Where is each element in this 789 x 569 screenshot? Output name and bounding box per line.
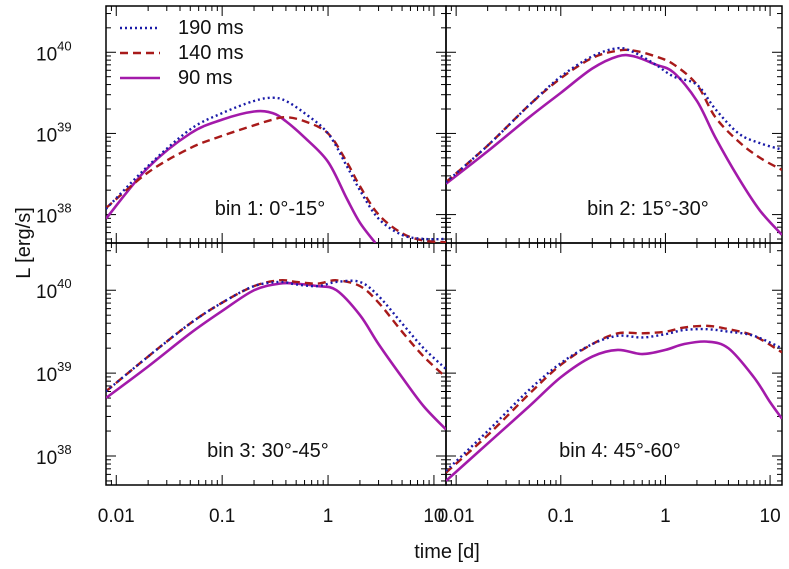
x-tick-label: 1 bbox=[660, 506, 671, 527]
x-tick-label: 10 bbox=[423, 506, 444, 527]
legend-label: 190 ms bbox=[178, 17, 244, 39]
panel-1-curves bbox=[106, 96, 446, 243]
x-tick-label: 1 bbox=[323, 506, 334, 527]
panel-frames bbox=[105, 5, 783, 486]
panel-4-curves bbox=[446, 324, 782, 482]
series-line-190-ms bbox=[446, 46, 782, 184]
series-line-90-ms bbox=[446, 53, 782, 236]
series-line-90-ms bbox=[446, 340, 782, 482]
panel-3-curves bbox=[106, 278, 446, 431]
series-line-140-ms bbox=[446, 324, 782, 474]
x-axis-label: time [d] bbox=[414, 541, 480, 563]
bin-labels: bin 1: 0°-15° bin 2: 15°-30° bin 3: 30°-45… bbox=[207, 198, 709, 462]
bin-label-4: bin 4: 45°-60° bbox=[559, 440, 681, 462]
bin-label-2: bin 2: 15°-30° bbox=[587, 198, 709, 220]
series-line-140-ms bbox=[106, 278, 446, 393]
x-tick-label: 10 bbox=[760, 506, 781, 527]
series-line-140-ms bbox=[446, 48, 782, 184]
bin-label-1: bin 1: 0°-15° bbox=[215, 198, 326, 220]
x-tick-label: 0.01 bbox=[98, 506, 135, 527]
panel-frame-4 bbox=[445, 242, 783, 486]
y-tick-label: 1039 bbox=[36, 359, 72, 386]
series-line-140-ms bbox=[106, 115, 446, 243]
series-line-90-ms bbox=[106, 109, 377, 243]
series-line-190-ms bbox=[446, 327, 782, 472]
bin-label-3: bin 3: 30°-45° bbox=[207, 440, 329, 462]
series-line-190-ms bbox=[106, 96, 446, 241]
y-tick-label: 1038 bbox=[36, 442, 72, 469]
series-line-90-ms bbox=[106, 281, 446, 431]
panel-2-curves bbox=[446, 46, 782, 236]
y-tick-label: 1039 bbox=[36, 119, 72, 146]
y-tick-label: 1038 bbox=[36, 201, 72, 228]
x-tick-label: 0.1 bbox=[209, 506, 235, 527]
series-line-190-ms bbox=[106, 279, 446, 393]
chart-curves bbox=[106, 46, 782, 482]
x-tick-label: 0.1 bbox=[548, 506, 574, 527]
x-tick-label: 0.01 bbox=[438, 506, 475, 527]
y-axis-label: L [erg/s] bbox=[13, 207, 35, 279]
legend-label: 140 ms bbox=[178, 42, 244, 64]
legend: 190 ms 140 ms 90 ms bbox=[120, 17, 244, 89]
tick-labels: 0.01 0.1 1 100.01 0.1 1 1010381039104010381039… bbox=[36, 38, 781, 527]
y-tick-label: 1040 bbox=[36, 38, 72, 65]
y-tick-label: 1040 bbox=[36, 276, 72, 303]
legend-label: 90 ms bbox=[178, 67, 232, 89]
